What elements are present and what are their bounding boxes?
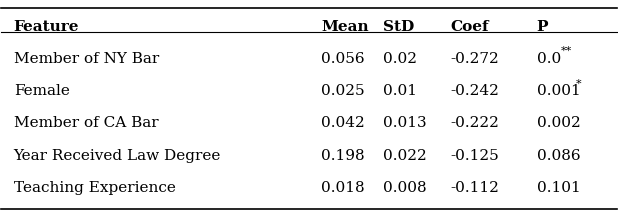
Text: 0.086: 0.086 [536, 149, 580, 163]
Text: -0.242: -0.242 [451, 84, 499, 98]
Text: 0.013: 0.013 [383, 116, 426, 130]
Text: 0.0: 0.0 [536, 52, 561, 66]
Text: 0.022: 0.022 [383, 149, 426, 163]
Text: 0.018: 0.018 [321, 181, 365, 195]
Text: 0.001: 0.001 [536, 84, 580, 98]
Text: -0.125: -0.125 [451, 149, 499, 163]
Text: Year Received Law Degree: Year Received Law Degree [14, 149, 221, 163]
Text: Feature: Feature [14, 20, 79, 34]
Text: **: ** [561, 46, 572, 56]
Text: -0.272: -0.272 [451, 52, 499, 66]
Text: 0.025: 0.025 [321, 84, 365, 98]
Text: 0.056: 0.056 [321, 52, 365, 66]
Text: Coef: Coef [451, 20, 489, 34]
Text: P: P [536, 20, 548, 34]
Text: 0.008: 0.008 [383, 181, 426, 195]
Text: 0.002: 0.002 [536, 116, 580, 130]
Text: Teaching Experience: Teaching Experience [14, 181, 176, 195]
Text: Female: Female [14, 84, 70, 98]
Text: -0.112: -0.112 [451, 181, 499, 195]
Text: -0.222: -0.222 [451, 116, 499, 130]
Text: Member of NY Bar: Member of NY Bar [14, 52, 159, 66]
Text: Member of CA Bar: Member of CA Bar [14, 116, 158, 130]
Text: *: * [575, 79, 581, 89]
Text: 0.042: 0.042 [321, 116, 365, 130]
Text: 0.01: 0.01 [383, 84, 417, 98]
Text: StD: StD [383, 20, 414, 34]
Text: 0.02: 0.02 [383, 52, 417, 66]
Text: Mean: Mean [321, 20, 369, 34]
Text: 0.101: 0.101 [536, 181, 580, 195]
Text: 0.198: 0.198 [321, 149, 365, 163]
